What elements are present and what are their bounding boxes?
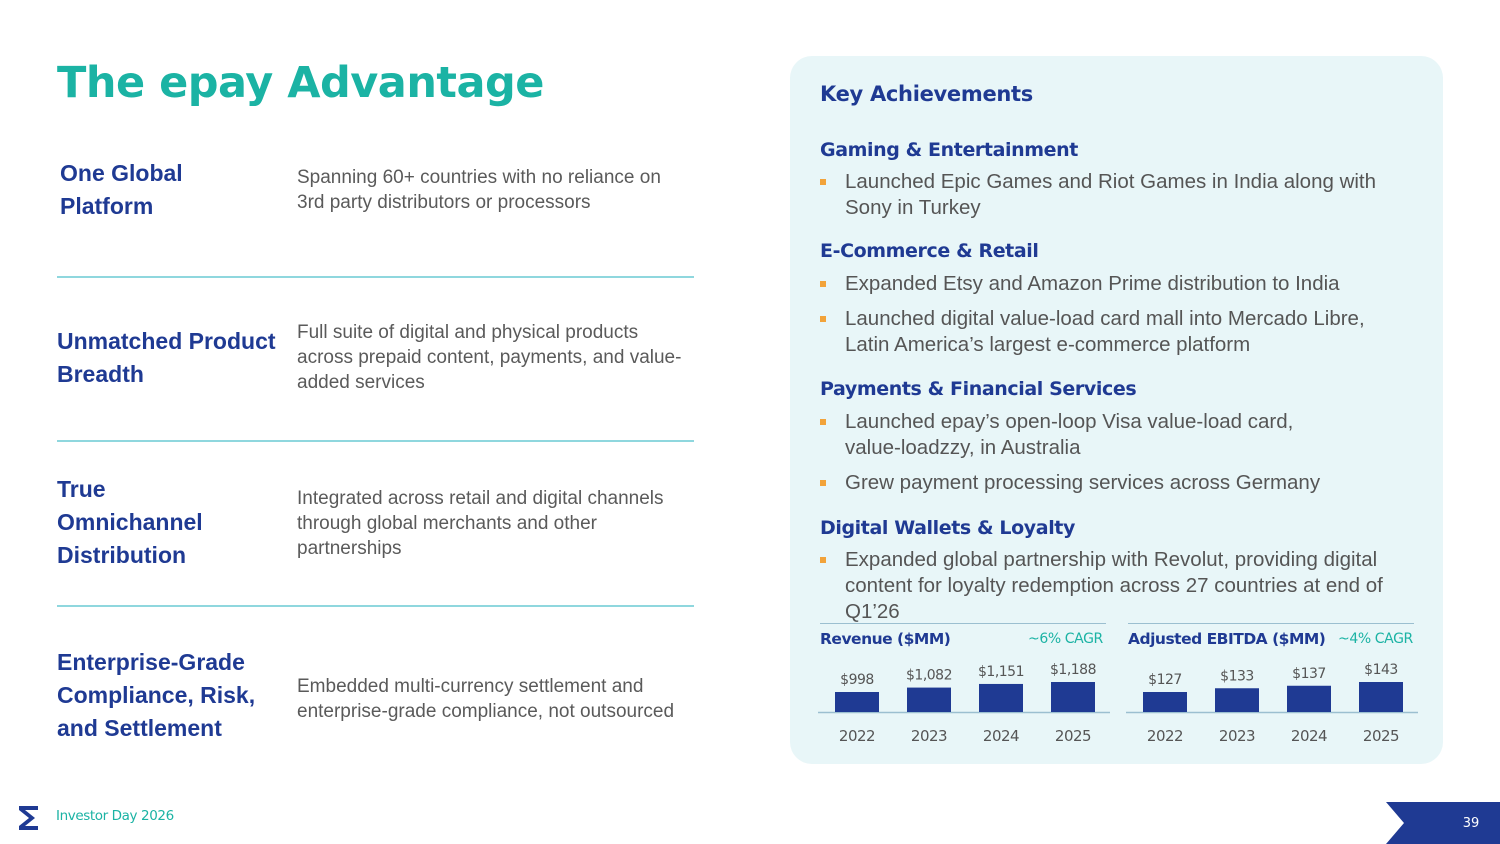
advantage-title: One Global Platform xyxy=(60,160,183,219)
data-label: $1,151 xyxy=(978,664,1024,680)
advantage-description: Full suite of digital and physical produ… xyxy=(297,322,682,393)
revenue-bar-chart: $998 2022 $1,082 2023 $1,151 2024 $1,188 2025 xyxy=(818,662,1110,745)
bullet-icon xyxy=(820,480,826,486)
advantage-title: Enterprise-Grade Compliance, Risk, and S… xyxy=(57,649,256,741)
advantage-description: Embedded multi-currency settlement and e… xyxy=(297,676,675,722)
revenue-chart-title: Revenue ($MM) xyxy=(820,630,951,648)
divider xyxy=(57,276,694,278)
page-number-tab xyxy=(1386,802,1500,844)
advantage-title: Unmatched Product Breadth xyxy=(57,328,276,387)
x-tick-label: 2023 xyxy=(1219,727,1255,745)
bullet-icon xyxy=(820,557,826,563)
divider xyxy=(57,605,694,607)
bar xyxy=(1287,685,1331,712)
bullet-icon xyxy=(820,281,826,287)
bar xyxy=(1143,692,1187,712)
x-tick-label: 2022 xyxy=(1147,727,1183,745)
category-heading: E-Commerce & Retail xyxy=(820,240,1039,262)
x-tick-label: 2024 xyxy=(983,727,1019,745)
advantage-title: True Omnichannel Distribution xyxy=(57,476,203,568)
page-title: The epay Advantage xyxy=(57,58,544,108)
bar xyxy=(835,692,879,712)
category-heading: Gaming & Entertainment xyxy=(820,139,1078,161)
data-label: $1,082 xyxy=(906,668,952,684)
category-heading: Digital Wallets & Loyalty xyxy=(820,517,1075,539)
data-label: $137 xyxy=(1292,666,1326,682)
bullet-text: Launched digital value-load card mall in… xyxy=(845,307,1365,356)
bar xyxy=(1215,688,1259,712)
divider xyxy=(57,440,694,442)
ebitda-bar-chart: $127 2022 $133 2023 $137 2024 $143 2025 xyxy=(1126,662,1418,745)
panel-title: Key Achievements xyxy=(820,82,1033,106)
bullet-icon xyxy=(820,419,826,425)
bar xyxy=(907,687,951,712)
data-label: $127 xyxy=(1148,672,1182,688)
key-achievements-panel: Key Achievements Gaming & Entertainment … xyxy=(790,56,1443,764)
advantage-description: Integrated across retail and digital cha… xyxy=(297,488,664,559)
bullet-icon xyxy=(820,316,826,322)
category-heading: Payments & Financial Services xyxy=(820,378,1137,400)
chart-separator xyxy=(820,623,1106,624)
bullet-text: Launched Epic Games and Riot Games in In… xyxy=(845,170,1377,219)
advantage-description: Spanning 60+ countries with no reliance … xyxy=(297,167,661,213)
data-label: $143 xyxy=(1364,662,1398,678)
x-tick-label: 2022 xyxy=(839,727,875,745)
x-tick-label: 2023 xyxy=(911,727,947,745)
x-tick-label: 2025 xyxy=(1363,727,1399,745)
footer-event-label: Investor Day 2026 xyxy=(56,808,174,824)
data-label: $998 xyxy=(840,672,874,688)
data-label: $1,188 xyxy=(1050,662,1096,678)
x-tick-label: 2025 xyxy=(1055,727,1091,745)
bullet-text: Expanded Etsy and Amazon Prime distribut… xyxy=(845,272,1340,295)
bar xyxy=(1359,682,1403,712)
data-label: $133 xyxy=(1220,668,1254,684)
chart-separator xyxy=(1128,623,1414,624)
bullet-text: Launched epay’s open-loop Visa value-loa… xyxy=(845,410,1294,459)
page-number: 39 xyxy=(1462,816,1480,831)
ebitda-cagr: ~4% CAGR xyxy=(1338,631,1413,647)
bullet-text: Expanded global partnership with Revolut… xyxy=(845,548,1383,623)
x-tick-label: 2024 xyxy=(1291,727,1327,745)
bullet-icon xyxy=(820,179,826,185)
ebitda-chart-title: Adjusted EBITDA ($MM) xyxy=(1128,630,1326,648)
revenue-cagr: ~6% CAGR xyxy=(1028,631,1103,647)
bar xyxy=(979,683,1023,712)
bar xyxy=(1051,682,1095,712)
bullet-text: Grew payment processing services across … xyxy=(845,471,1321,494)
company-logo-icon xyxy=(19,806,38,830)
